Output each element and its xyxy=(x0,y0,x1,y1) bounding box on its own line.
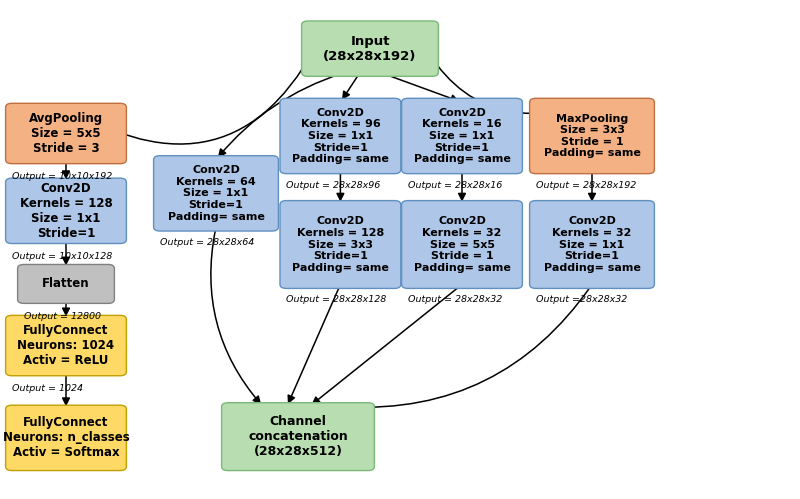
Text: Flatten: Flatten xyxy=(42,277,90,290)
FancyBboxPatch shape xyxy=(6,315,126,376)
Text: Conv2D
Kernels = 16
Size = 1x1
Stride=1
Padding= same: Conv2D Kernels = 16 Size = 1x1 Stride=1 … xyxy=(414,108,510,164)
FancyBboxPatch shape xyxy=(530,201,654,288)
Text: Output = 10x10x192: Output = 10x10x192 xyxy=(12,172,112,181)
Text: FullyConnect
Neurons: 1024
Activ = ReLU: FullyConnect Neurons: 1024 Activ = ReLU xyxy=(18,324,114,367)
Text: Channel
concatenation
(28x28x512): Channel concatenation (28x28x512) xyxy=(248,415,348,458)
Text: Conv2D
Kernels = 64
Size = 1x1
Stride=1
Padding= same: Conv2D Kernels = 64 Size = 1x1 Stride=1 … xyxy=(167,165,265,222)
FancyBboxPatch shape xyxy=(530,98,654,174)
FancyBboxPatch shape xyxy=(18,264,114,303)
FancyBboxPatch shape xyxy=(402,98,522,174)
Text: Output = 28x28x192: Output = 28x28x192 xyxy=(536,181,636,190)
Text: Input
(28x28x192): Input (28x28x192) xyxy=(323,34,417,63)
Text: Conv2D
Kernels = 32
Size = 1x1
Stride=1
Padding= same: Conv2D Kernels = 32 Size = 1x1 Stride=1 … xyxy=(543,216,641,273)
Text: Conv2D
Kernels = 32
Size = 5x5
Stride = 1
Padding= same: Conv2D Kernels = 32 Size = 5x5 Stride = … xyxy=(414,216,510,273)
Text: Output = 1024: Output = 1024 xyxy=(12,384,83,393)
FancyBboxPatch shape xyxy=(280,98,401,174)
Text: Conv2D
Kernels = 128
Size = 1x1
Stride=1: Conv2D Kernels = 128 Size = 1x1 Stride=1 xyxy=(20,182,112,240)
Text: MaxPooling
Size = 3x3
Stride = 1
Padding= same: MaxPooling Size = 3x3 Stride = 1 Padding… xyxy=(543,114,641,158)
Text: FullyConnect
Neurons: n_classes
Activ = Softmax: FullyConnect Neurons: n_classes Activ = … xyxy=(2,416,130,460)
FancyBboxPatch shape xyxy=(154,156,278,231)
Text: Output = 10x10x128: Output = 10x10x128 xyxy=(12,252,112,261)
Text: Output = 28x28x16: Output = 28x28x16 xyxy=(408,181,502,190)
Text: Output = 28x28x128: Output = 28x28x128 xyxy=(286,295,386,304)
FancyBboxPatch shape xyxy=(222,403,374,471)
FancyBboxPatch shape xyxy=(6,178,126,244)
Text: Output = 28x28x64: Output = 28x28x64 xyxy=(160,238,254,247)
FancyBboxPatch shape xyxy=(402,201,522,288)
Text: Output =28x28x32: Output =28x28x32 xyxy=(536,295,627,304)
Text: Conv2D
Kernels = 96
Size = 1x1
Stride=1
Padding= same: Conv2D Kernels = 96 Size = 1x1 Stride=1 … xyxy=(292,108,389,164)
Text: Conv2D
Kernels = 128
Size = 3x3
Stride=1
Padding= same: Conv2D Kernels = 128 Size = 3x3 Stride=1… xyxy=(292,216,389,273)
FancyBboxPatch shape xyxy=(302,21,438,76)
FancyBboxPatch shape xyxy=(280,201,401,288)
Text: Output = 28x28x96: Output = 28x28x96 xyxy=(286,181,381,190)
Text: Output = 12800: Output = 12800 xyxy=(24,312,101,321)
Text: Output = 28x28x32: Output = 28x28x32 xyxy=(408,295,502,304)
FancyBboxPatch shape xyxy=(6,103,126,164)
FancyBboxPatch shape xyxy=(6,405,126,471)
Text: AvgPooling
Size = 5x5
Stride = 3: AvgPooling Size = 5x5 Stride = 3 xyxy=(29,112,103,155)
